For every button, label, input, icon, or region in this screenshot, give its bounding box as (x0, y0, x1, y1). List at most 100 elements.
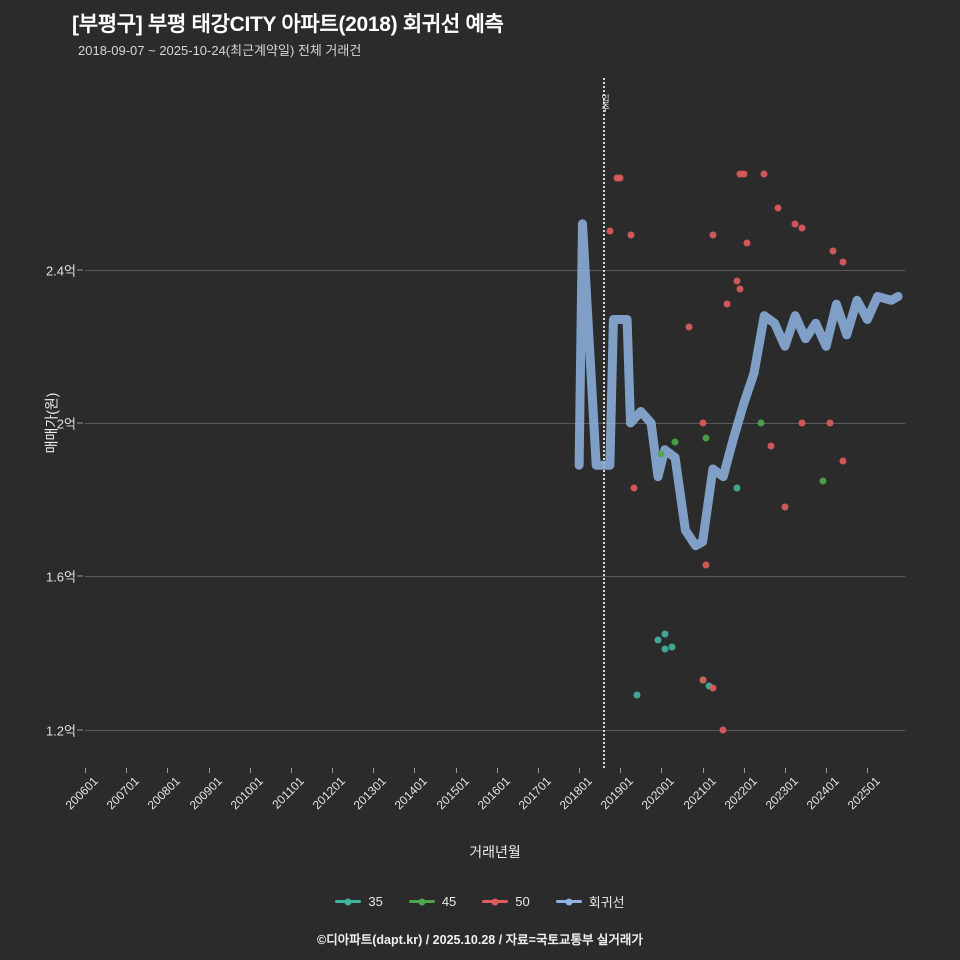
x-tick-label: 202101 (680, 774, 719, 813)
page-title: [부평구] 부평 태강CITY 아파트(2018) 회귀선 예측 (72, 13, 504, 36)
data-point-45 (671, 438, 679, 446)
data-point-35 (661, 645, 669, 653)
data-point-50 (702, 561, 710, 569)
data-point-45 (702, 434, 710, 442)
y-tick-mark (77, 729, 83, 731)
x-tick-mark (620, 768, 622, 773)
data-point-35 (661, 630, 669, 638)
plot-area: 매매가(원) 200601 200701 200801 200901 201001 201… (43, 78, 905, 860)
move-in-label: 입주 (600, 94, 611, 112)
data-point-50 (826, 419, 834, 427)
data-point-50 (760, 170, 768, 178)
x-tick-mark (208, 768, 210, 773)
x-tick-mark (496, 768, 498, 773)
x-tick-label: 202001 (639, 774, 678, 813)
data-point-50 (616, 174, 624, 182)
data-point-50 (719, 726, 727, 734)
data-point-50 (723, 300, 731, 308)
data-point-45 (657, 450, 665, 458)
legend-item-50[interactable]: 50 (482, 894, 530, 909)
x-tick-label: 202501 (844, 774, 884, 813)
x-tick-label: 200601 (62, 774, 101, 813)
x-tick-mark (85, 768, 86, 773)
legend-label: 50 (515, 894, 530, 909)
x-tick-mark (661, 768, 663, 773)
x-tick-mark (702, 768, 704, 773)
x-tick-mark (167, 768, 169, 773)
data-point-50 (709, 231, 717, 239)
x-tick-mark (249, 768, 251, 773)
y-tick-mark (77, 269, 83, 271)
y-gridline (85, 269, 905, 271)
x-tick-mark (414, 768, 416, 773)
data-point-50 (627, 231, 635, 239)
x-tick-mark (867, 768, 869, 773)
data-point-35 (654, 636, 662, 644)
x-tick-label: 202401 (803, 774, 842, 813)
y-gridline (85, 576, 905, 578)
data-point-50 (767, 442, 775, 450)
legend-swatch-icon (335, 898, 362, 905)
x-tick-label: 201601 (474, 774, 513, 813)
data-point-35 (633, 691, 641, 699)
x-tick-label: 201701 (515, 774, 554, 813)
x-tick-mark (743, 768, 745, 773)
x-axis: 200601 200701 200801 200901 201001 201101 2012… (63, 768, 905, 858)
x-tick-mark (290, 768, 292, 773)
y-tick-label: 1.6억 (45, 569, 76, 585)
y-tick-label: 2억 (56, 416, 76, 432)
legend-label: 45 (441, 894, 457, 909)
legend-label: 회귀선 (588, 895, 625, 910)
x-tick-mark (373, 768, 375, 773)
legend-item-45[interactable]: 45 (408, 894, 457, 909)
x-tick-label: 201201 (309, 774, 348, 813)
data-point-35 (733, 484, 741, 492)
regression-line (574, 219, 903, 551)
chart-legend: 35 45 50 회귀선 (0, 892, 960, 911)
data-point-50 (781, 503, 789, 511)
legend-item-35[interactable]: 35 (335, 894, 383, 909)
data-point-50 (685, 323, 693, 331)
x-tick-label: 200701 (103, 774, 143, 813)
footer-credit: ©디아파트(dapt.kr) / 2025.10.28 / 자료=국토교통부 실… (317, 933, 643, 947)
data-point-50 (743, 239, 751, 247)
legend-swatch-icon (555, 898, 582, 905)
legend-item-회귀선[interactable]: 회귀선 (555, 892, 625, 911)
data-point-45 (819, 477, 827, 484)
x-tick-label: 201101 (269, 774, 307, 812)
legend-label: 35 (368, 894, 383, 909)
x-tick-label: 201801 (556, 774, 595, 813)
data-point-50 (798, 224, 806, 231)
y-tick-mark (77, 422, 83, 424)
data-point-50 (736, 285, 744, 293)
data-point-50 (798, 419, 806, 427)
data-point-50 (791, 220, 799, 228)
x-tick-mark (332, 768, 334, 773)
y-gridline (85, 729, 905, 731)
x-tick-label: 201001 (227, 774, 266, 813)
chart-subtitle: 2018-09-07 ~ 2025-10-24(최근계약일) 전체 거래건 (78, 43, 362, 58)
legend-swatch-icon (408, 898, 435, 905)
data-point-45 (757, 419, 765, 427)
y-tick-mark (77, 575, 83, 577)
y-gridline (85, 423, 905, 424)
data-point-50 (774, 204, 782, 212)
y-tick-label: 2.4억 (45, 263, 76, 279)
x-tick-label: 200801 (145, 774, 184, 813)
data-point-50 (699, 419, 707, 427)
x-tick-label: 201901 (597, 774, 637, 813)
x-tick-label: 202201 (721, 774, 760, 813)
data-point-50 (606, 227, 614, 235)
x-tick-label: 201401 (392, 774, 431, 813)
move-in-line: 입주 (600, 78, 610, 768)
y-tick-label: 1.2억 (45, 723, 76, 739)
x-tick-mark (455, 768, 457, 773)
x-tick-label: 202301 (762, 774, 801, 813)
data-point-50 (733, 277, 741, 285)
data-point-50 (839, 457, 847, 465)
x-tick-label: 200901 (186, 774, 225, 813)
data-point-50 (740, 170, 748, 178)
data-point-50 (630, 484, 638, 492)
x-tick-label: 201301 (350, 774, 390, 813)
